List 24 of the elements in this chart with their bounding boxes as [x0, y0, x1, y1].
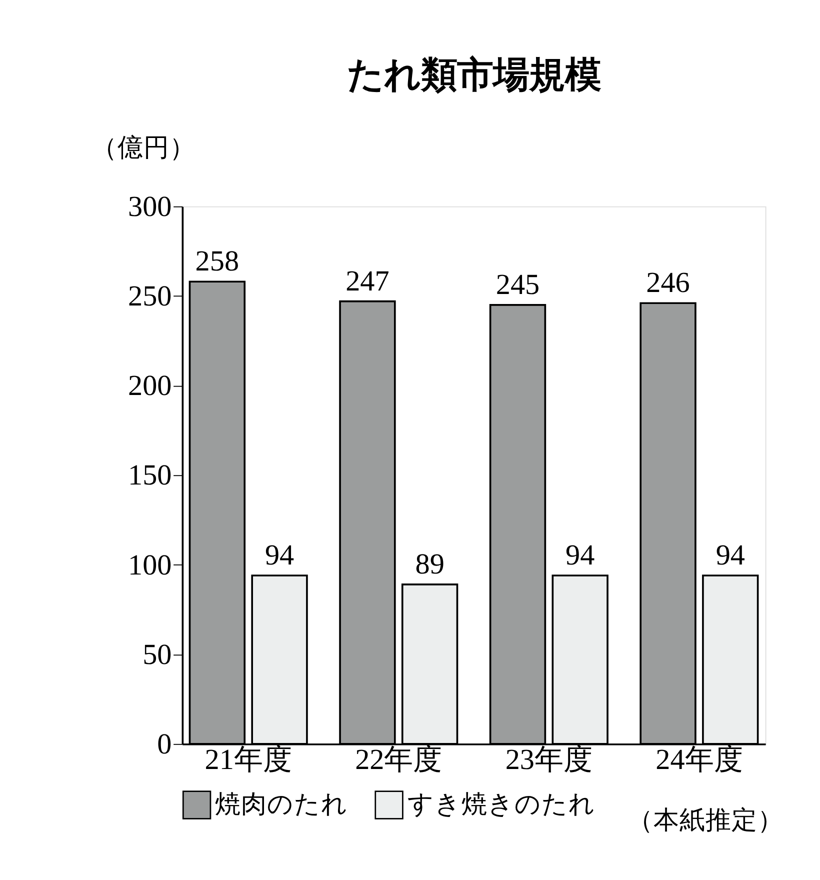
- data-label: 94: [264, 540, 295, 572]
- x-tick-label: 23年度: [505, 744, 592, 776]
- data-label: 246: [646, 267, 690, 300]
- text: （本紙推定）: [628, 806, 784, 835]
- data-label: 245: [496, 268, 540, 301]
- data-label: 89: [415, 548, 444, 581]
- legend-label: すき焼きのたれ: [407, 789, 596, 818]
- x-tick-label: 21年度: [204, 744, 292, 776]
- legend-label: 焼肉のたれ: [215, 789, 348, 818]
- data-label: 94: [716, 540, 746, 572]
- data-label: 94: [566, 540, 596, 572]
- y-tick-label: 200: [128, 370, 172, 402]
- y-tick-label: 300: [128, 190, 172, 223]
- chart-title: たれ類市場規模: [346, 55, 601, 96]
- data-label: 258: [195, 246, 240, 278]
- y-tick-label: 50: [142, 638, 172, 671]
- y-tick-label: 100: [128, 549, 172, 582]
- y-tick-label: 150: [128, 460, 172, 492]
- x-tick-label: 24年度: [656, 744, 743, 776]
- y-tick-label: 0: [157, 728, 172, 760]
- y-axis-title: （億円）: [92, 132, 196, 162]
- data-label: 247: [346, 265, 390, 298]
- x-tick-label: 22年度: [355, 744, 442, 776]
- y-tick-label: 250: [128, 280, 172, 313]
